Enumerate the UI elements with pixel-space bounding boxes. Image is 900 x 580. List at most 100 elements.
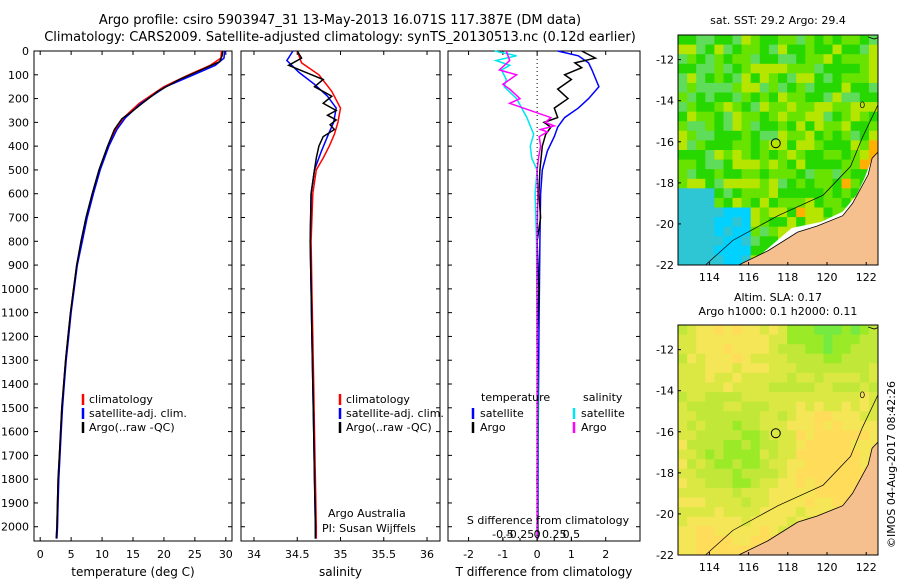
map-cell bbox=[759, 188, 770, 199]
map-cell bbox=[805, 363, 815, 374]
map-cell bbox=[778, 188, 788, 199]
map-cell bbox=[841, 325, 852, 336]
map-cell bbox=[750, 159, 761, 170]
map-cell bbox=[687, 545, 697, 555]
map-cell bbox=[696, 121, 706, 132]
map-cell bbox=[750, 526, 761, 537]
map-cell bbox=[823, 63, 834, 74]
series-line-argo-raw-qc- bbox=[55, 50, 224, 539]
map-cell bbox=[832, 197, 843, 209]
map-cell bbox=[714, 526, 725, 537]
map-cell bbox=[741, 111, 752, 122]
x-tick-label: 34 bbox=[247, 548, 261, 561]
map-cell bbox=[850, 63, 861, 74]
map-cell bbox=[723, 226, 734, 237]
map-cell bbox=[814, 372, 825, 384]
map-x-tick-label: 122 bbox=[856, 561, 877, 574]
map-cell bbox=[778, 478, 788, 489]
map-cell bbox=[750, 392, 761, 403]
y-tick-label: 1000 bbox=[1, 283, 29, 296]
map-cell bbox=[841, 197, 852, 209]
map-cell bbox=[823, 54, 834, 65]
map-cell bbox=[805, 401, 815, 412]
map-y-tick-label: -14 bbox=[656, 95, 674, 108]
map-y-tick-label: -16 bbox=[656, 136, 674, 149]
map-cell bbox=[741, 353, 752, 364]
map-cell bbox=[678, 255, 688, 265]
map-cell bbox=[787, 478, 797, 489]
map-cell bbox=[750, 63, 761, 74]
map-cell bbox=[741, 54, 752, 65]
map-cell bbox=[678, 420, 688, 431]
map-cell bbox=[841, 344, 852, 355]
map-cell bbox=[832, 169, 843, 180]
map-cell bbox=[796, 207, 806, 218]
map-cell bbox=[768, 102, 779, 113]
map-cell bbox=[832, 35, 843, 46]
map-cell bbox=[732, 121, 743, 132]
map-cell bbox=[832, 54, 843, 65]
map-cell bbox=[759, 140, 770, 151]
map-cell bbox=[732, 63, 743, 74]
map-cell bbox=[678, 73, 688, 84]
map-cell bbox=[705, 420, 715, 431]
y-tick-label: 600 bbox=[8, 188, 29, 201]
map-cell bbox=[732, 92, 743, 103]
map-cell bbox=[732, 487, 743, 499]
map-cell bbox=[868, 401, 878, 412]
map-cell bbox=[805, 197, 815, 209]
map-cell bbox=[714, 35, 725, 46]
map-cell bbox=[759, 159, 770, 170]
map-cell bbox=[714, 207, 725, 218]
map-cell bbox=[868, 73, 878, 84]
map-cell bbox=[768, 411, 779, 422]
profile-marker bbox=[770, 428, 781, 439]
y-tick-label: 400 bbox=[8, 140, 29, 153]
map-cell bbox=[687, 401, 697, 412]
map-cell bbox=[814, 468, 825, 479]
map-cell bbox=[750, 197, 761, 209]
map-cell bbox=[823, 159, 834, 170]
map-cell bbox=[705, 440, 715, 451]
map-cell bbox=[850, 392, 861, 403]
map-cell bbox=[841, 54, 852, 65]
map-cell bbox=[678, 82, 688, 94]
map-cell bbox=[778, 487, 788, 499]
map-cell bbox=[814, 420, 825, 431]
map-cell bbox=[696, 459, 706, 470]
map-cell bbox=[723, 420, 734, 431]
map-cell bbox=[823, 401, 834, 412]
map-x-tick-label: 116 bbox=[738, 561, 759, 574]
map-cell bbox=[778, 178, 788, 189]
map-cell bbox=[868, 334, 878, 345]
map-cell bbox=[705, 507, 715, 518]
map-cell bbox=[705, 401, 715, 412]
map-cell bbox=[787, 111, 797, 122]
map-cell bbox=[705, 353, 715, 364]
map-cell bbox=[732, 111, 743, 122]
map-cell bbox=[759, 130, 770, 141]
map-cell bbox=[778, 130, 788, 141]
map-cell bbox=[832, 111, 843, 122]
map-cell bbox=[778, 440, 788, 451]
map-cell bbox=[868, 54, 878, 65]
y-tick-label: 1100 bbox=[1, 307, 29, 320]
map-cell bbox=[841, 334, 852, 345]
footer-timestamp: ©IMOS 04-Aug-2017 08:42:26 bbox=[885, 381, 898, 548]
map-cell bbox=[741, 401, 752, 412]
map-cell bbox=[850, 82, 861, 94]
map-cell bbox=[696, 363, 706, 374]
map-cell bbox=[687, 411, 697, 422]
map-cell bbox=[705, 169, 715, 180]
map-cell bbox=[705, 516, 715, 527]
map-cell bbox=[696, 382, 706, 393]
map-cell bbox=[814, 344, 825, 355]
map-cell bbox=[805, 497, 815, 508]
map-cell bbox=[741, 82, 752, 94]
map-cell bbox=[805, 102, 815, 113]
map-cell bbox=[723, 207, 734, 218]
map-cell bbox=[741, 497, 752, 508]
map-cell bbox=[696, 178, 706, 189]
map-cell bbox=[787, 468, 797, 479]
map-cell bbox=[868, 420, 878, 431]
